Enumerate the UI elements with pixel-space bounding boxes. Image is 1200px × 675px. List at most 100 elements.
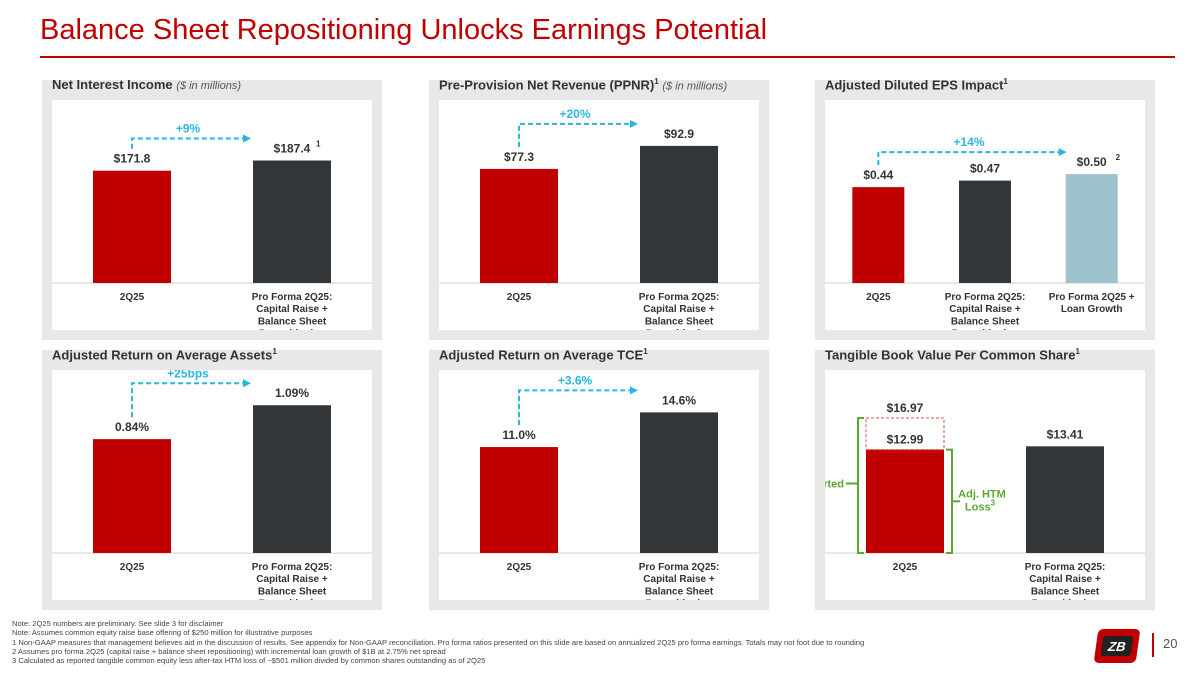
bar bbox=[1026, 446, 1104, 553]
bar bbox=[640, 145, 718, 283]
growth-arrow-line bbox=[877, 151, 1060, 166]
panel-rotce: Adjusted Return on Average TCE1 11.0% 14.… bbox=[429, 347, 769, 610]
category-label-line: Capital Raise + bbox=[949, 304, 1021, 315]
growth-arrowhead bbox=[630, 119, 638, 128]
category-label-line: Pro Forma 2Q25: bbox=[945, 292, 1026, 303]
category-label-line: Pro Forma 2Q25: bbox=[639, 292, 720, 303]
reported-label: Reported bbox=[825, 478, 844, 490]
category-label: Pro Forma 2Q25: Capital Raise + Balance Sh… bbox=[639, 292, 720, 330]
category-label: 2Q25 bbox=[893, 562, 918, 573]
category-label-line: Pro Forma 2Q25: bbox=[1025, 562, 1106, 573]
chart-svg: $16.97 $12.99 $13.41 2Q25 Pro Forma 2Q25: Cap… bbox=[825, 401, 1145, 600]
chart-ppnr: $77.3 $92.9 2Q25 Pro Forma 2Q25: Capital Rai… bbox=[439, 100, 759, 330]
data-label: 1.09% bbox=[275, 386, 309, 400]
bar bbox=[959, 180, 1011, 283]
category-label-line: Repositioning bbox=[646, 329, 713, 330]
growth-label: +14% bbox=[953, 135, 984, 149]
growth-arrow-line bbox=[131, 382, 244, 418]
adj-htm-label-line: Loss bbox=[965, 501, 991, 513]
panel-tbv: Tangible Book Value Per Common Share1 $1… bbox=[815, 347, 1155, 610]
category-label-line: 2Q25 bbox=[866, 292, 891, 303]
chart-svg: $77.3 $92.9 2Q25 Pro Forma 2Q25: Capital Rai… bbox=[439, 107, 759, 330]
chart-tbv: $16.97 $12.99 $13.41 2Q25 Pro Forma 2Q25: Cap… bbox=[825, 370, 1145, 600]
company-logo: ZB bbox=[1093, 629, 1141, 663]
growth-label: +9% bbox=[176, 122, 201, 136]
category-label: Pro Forma 2Q25: Capital Raise + Balance Sh… bbox=[639, 562, 720, 600]
panel-title: Pre-Provision Net Revenue (PPNR)1 ($ in … bbox=[439, 77, 727, 92]
panel-title: Adjusted Return on Average TCE1 bbox=[439, 347, 648, 362]
category-label: Pro Forma 2Q25: Capital Raise + Balance Sh… bbox=[1025, 562, 1106, 600]
panel-title-sup: 1 bbox=[1003, 77, 1008, 86]
category-label-line: 2Q25 bbox=[507, 562, 532, 573]
category-label-line: 2Q25 bbox=[507, 292, 532, 303]
data-label: 11.0% bbox=[502, 428, 536, 442]
category-label-line: Repositioning bbox=[259, 599, 326, 600]
adj-htm-label: Adj. HTM Loss3 bbox=[958, 488, 1006, 513]
panel-title-sup: 1 bbox=[1075, 347, 1080, 356]
panel-eps: Adjusted Diluted EPS Impact1 $0.44 $0.47 $… bbox=[815, 77, 1155, 340]
category-label-line: Capital Raise + bbox=[256, 304, 328, 315]
category-label-line: Capital Raise + bbox=[256, 574, 328, 585]
panel-title-text: Adjusted Return on Average Assets bbox=[52, 347, 273, 363]
page-number: 20 bbox=[1163, 636, 1178, 651]
growth-label: +25bps bbox=[167, 370, 209, 380]
category-label-line: Capital Raise + bbox=[643, 574, 715, 585]
growth-arrowhead bbox=[243, 379, 251, 388]
category-label: 2Q25 bbox=[120, 562, 145, 573]
data-label: $0.47 bbox=[970, 162, 1000, 176]
growth-arrowhead bbox=[1058, 148, 1067, 157]
category-label-line: Pro Forma 2Q25 + bbox=[1049, 292, 1135, 303]
chart-eps: $0.44 $0.47 $0.50 2 2Q25 Pro Forma 2Q25: Capit… bbox=[825, 100, 1145, 330]
category-label: Pro Forma 2Q25: Capital Raise + Balance Sh… bbox=[252, 292, 333, 330]
panel-title: Adjusted Return on Average Assets1 bbox=[52, 347, 277, 362]
bar bbox=[640, 412, 718, 553]
category-label-line: Balance Sheet bbox=[951, 316, 1020, 327]
data-label-sup: 1 bbox=[316, 140, 321, 149]
category-label: 2Q25 bbox=[120, 292, 145, 303]
slide-title: Balance Sheet Repositioning Unlocks Earn… bbox=[40, 14, 768, 46]
bar bbox=[253, 160, 331, 283]
logo-divider bbox=[1152, 633, 1154, 657]
chart-rotce: 11.0% 14.6% 2Q25 Pro Forma 2Q25: Capital Rai… bbox=[439, 370, 759, 600]
data-label: 0.84% bbox=[115, 420, 149, 434]
growth-label: +3.6% bbox=[558, 373, 593, 387]
category-label: 2Q25 bbox=[866, 292, 891, 303]
adjusted-data-label: $16.97 bbox=[887, 401, 924, 415]
panel-title-sup: 1 bbox=[643, 347, 648, 356]
panel-title: Net Interest Income ($ in millions) bbox=[52, 77, 241, 92]
panel-ppnr: Pre-Provision Net Revenue (PPNR)1 ($ in … bbox=[429, 77, 769, 340]
data-label: $77.3 bbox=[504, 150, 534, 164]
data-label: $13.41 bbox=[1047, 427, 1084, 441]
footnote: Note: Assumes common equity raise base o… bbox=[12, 628, 313, 638]
chart-nii: $171.8 $187.4 1 2Q25 Pro Forma 2Q25: Capital … bbox=[52, 100, 372, 330]
adj-htm-label-line: Adj. HTM bbox=[958, 488, 1006, 500]
panel-roaa: Adjusted Return on Average Assets1 0.84%… bbox=[42, 347, 382, 610]
bar bbox=[480, 447, 558, 553]
growth-arrow-line bbox=[518, 122, 631, 147]
panel-title-sup: 1 bbox=[654, 77, 659, 86]
category-label-line: Repositioning bbox=[259, 329, 326, 330]
data-label: $92.9 bbox=[664, 127, 694, 141]
bar bbox=[852, 187, 905, 283]
title-divider bbox=[40, 56, 1175, 58]
bar bbox=[1065, 174, 1118, 283]
panel-title: Tangible Book Value Per Common Share1 bbox=[825, 347, 1080, 362]
category-label: Pro Forma 2Q25: Capital Raise + Balance Sh… bbox=[252, 562, 333, 600]
growth-arrow-line bbox=[131, 137, 244, 149]
bar bbox=[93, 170, 171, 283]
category-label-line: Balance Sheet bbox=[645, 586, 714, 597]
category-label-line: Repositioning bbox=[952, 329, 1019, 330]
reported-bracket bbox=[857, 416, 864, 554]
adj-htm-label-sup: 3 bbox=[991, 498, 996, 507]
category-label-line: Capital Raise + bbox=[1029, 574, 1101, 585]
category-label-line: Balance Sheet bbox=[258, 586, 327, 597]
data-label: $187.4 bbox=[274, 142, 311, 156]
category-label-line: Repositioning bbox=[1032, 599, 1099, 600]
data-label: 14.6% bbox=[662, 393, 696, 407]
category-label-line: 2Q25 bbox=[893, 562, 918, 573]
growth-arrowhead bbox=[630, 386, 638, 395]
category-label: Pro Forma 2Q25 + Loan Growth bbox=[1049, 292, 1135, 315]
category-label-line: 2Q25 bbox=[120, 562, 145, 573]
data-label: $0.50 bbox=[1077, 155, 1107, 169]
panel-title-text: Adjusted Diluted EPS Impact bbox=[825, 77, 1004, 93]
